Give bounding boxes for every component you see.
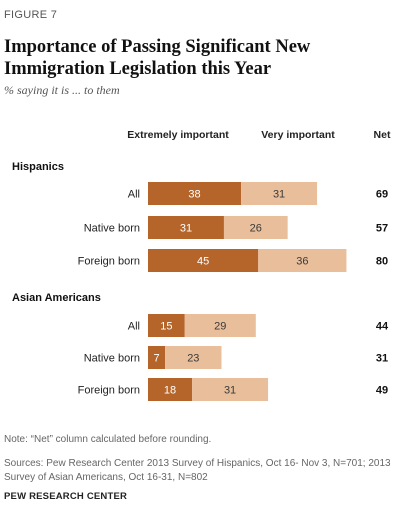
chart-title: Importance of Passing Significant New Im… (4, 37, 311, 79)
figure-label: FIGURE 7 (4, 9, 58, 21)
chart-note: Note: “Net” column calculated before rou… (4, 434, 212, 445)
chart-subtitle: % saying it is ... to them (4, 83, 120, 97)
bar-value-label: 29 (214, 321, 226, 333)
bar-extremely-important (148, 378, 193, 401)
net-column-header: Net (374, 129, 391, 141)
bar-extremely-important (148, 314, 185, 337)
bar-value-label: 38 (188, 189, 200, 201)
bar-value-label: 36 (296, 256, 308, 268)
legend-extremely-important: Extremely important (127, 129, 229, 141)
net-value: 69 (376, 189, 388, 201)
bar-very-important (258, 249, 347, 272)
stacked-bar-chart: Extremely important Very important Net Hisp… (12, 129, 391, 401)
net-value: 31 (376, 353, 388, 365)
net-value: 57 (376, 223, 388, 235)
row-label: Native born (84, 223, 140, 235)
row-label: Foreign born (78, 385, 140, 397)
bar-value-label: 31 (180, 223, 192, 235)
bar-extremely-important (148, 249, 259, 272)
bar-extremely-important (148, 182, 242, 205)
legend-very-important: Very important (261, 129, 335, 141)
net-value: 49 (376, 385, 388, 397)
bar-value-label: 15 (160, 321, 172, 333)
bar-value-label: 45 (197, 256, 209, 268)
group-heading: Hispanics (12, 161, 64, 173)
chart-sources: Sources: Pew Research Center 2013 Survey… (4, 458, 391, 483)
row-label: All (128, 189, 140, 201)
bar-extremely-important (148, 216, 224, 239)
row-label: Native born (84, 353, 140, 365)
net-value: 80 (376, 256, 388, 268)
bar-value-label: 23 (187, 353, 199, 365)
bar-very-important (241, 182, 318, 205)
bar-extremely-important (148, 346, 166, 369)
net-value: 44 (376, 321, 389, 333)
row-label: All (128, 321, 140, 333)
bar-very-important (184, 314, 256, 337)
bar-very-important (223, 216, 288, 239)
bar-very-important (165, 346, 222, 369)
bar-value-label: 7 (154, 353, 160, 365)
bar-value-label: 31 (224, 385, 236, 397)
row-label: Foreign born (78, 256, 140, 268)
bar-very-important (192, 378, 269, 401)
group-heading: Asian Americans (12, 292, 101, 304)
bar-value-label: 18 (164, 385, 176, 397)
bar-value-label: 26 (250, 223, 262, 235)
source-credit: PEW RESEARCH CENTER (4, 491, 128, 502)
bar-value-label: 31 (273, 189, 285, 201)
